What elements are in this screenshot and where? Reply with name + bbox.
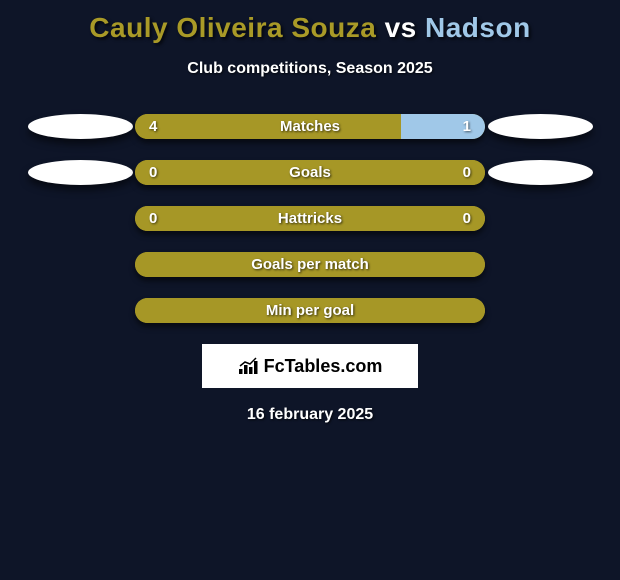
date: 16 february 2025 [0,406,620,424]
logo: FcTables.com [238,356,383,377]
player1-photo [28,160,133,185]
stat-label: Min per goal [135,298,485,323]
stat-label: Hattricks [135,206,485,231]
player2-photo [488,160,593,185]
player2-photo-slot [485,114,595,139]
player2-photo-slot [485,160,595,185]
stat-label: Matches [135,114,485,139]
stat-row: 00Goals [0,160,620,185]
chart-icon [238,357,260,375]
stat-label: Goals [135,160,485,185]
stat-bar: 00Hattricks [135,206,485,231]
title-vs: vs [385,12,417,43]
stat-row: Goals per match [0,252,620,277]
player1-photo-slot [25,114,135,139]
subtitle: Club competitions, Season 2025 [0,60,620,78]
stat-bar: 41Matches [135,114,485,139]
logo-box: FcTables.com [202,344,418,388]
stat-row: 00Hattricks [0,206,620,231]
logo-text: FcTables.com [264,356,383,377]
player2-photo [488,114,593,139]
player1-photo-slot [25,160,135,185]
title-player1: Cauly Oliveira Souza [89,12,376,43]
stat-label: Goals per match [135,252,485,277]
stat-row: 41Matches [0,114,620,139]
page-title: Cauly Oliveira Souza vs Nadson [0,0,620,44]
player1-photo [28,114,133,139]
stat-bar: Goals per match [135,252,485,277]
stat-bar: Min per goal [135,298,485,323]
stats-container: 41Matches 00Goals 00Hattricks Goals per mat… [0,114,620,323]
stat-bar: 00Goals [135,160,485,185]
title-player2: Nadson [425,12,531,43]
stat-row: Min per goal [0,298,620,323]
